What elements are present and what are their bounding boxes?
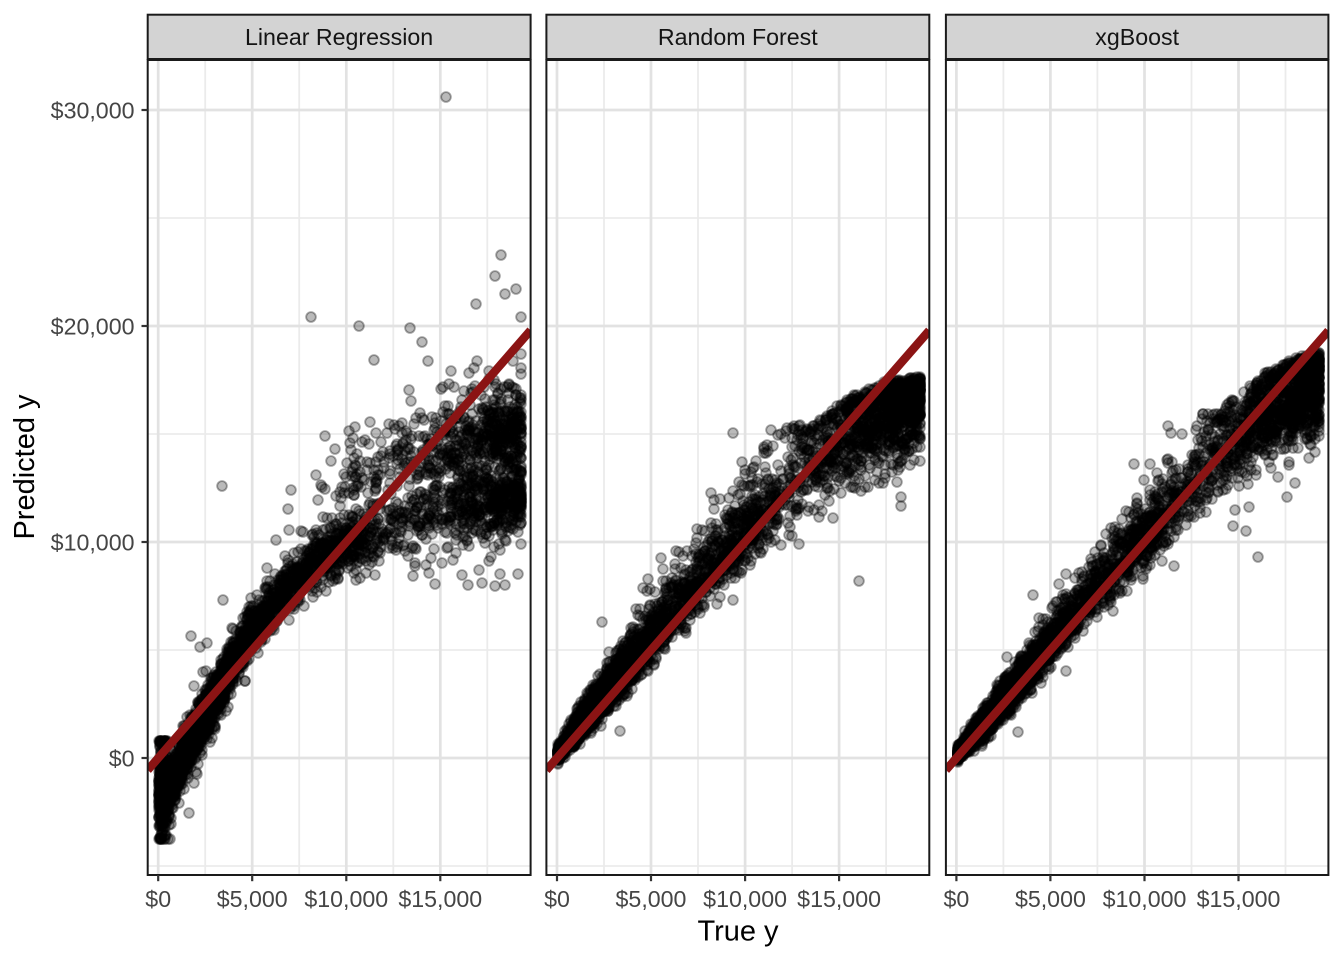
svg-text:$10,000: $10,000 — [304, 886, 388, 912]
svg-text:$5,000: $5,000 — [217, 886, 288, 912]
svg-text:Linear Regression: Linear Regression — [245, 24, 433, 50]
svg-text:$15,000: $15,000 — [398, 886, 482, 912]
svg-text:$0: $0 — [145, 886, 171, 912]
